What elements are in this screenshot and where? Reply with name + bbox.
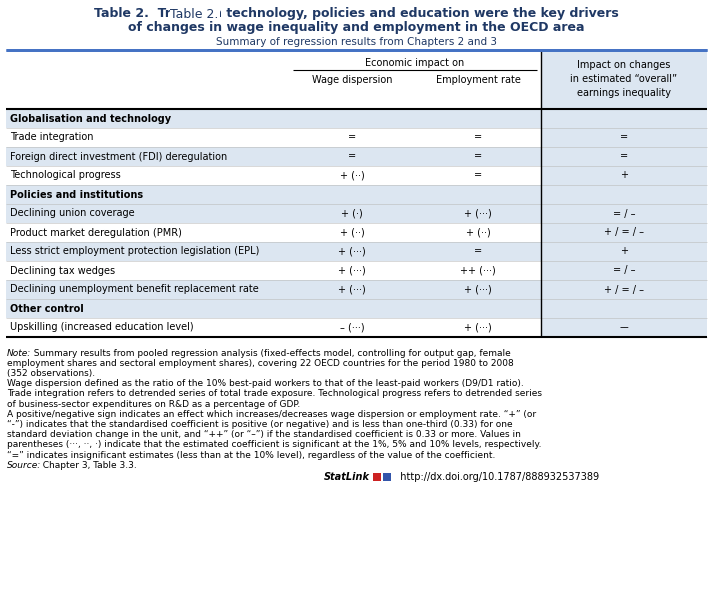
Text: + (···): + (···) (464, 323, 492, 333)
Bar (6, 128, 541, 147)
Text: + (···): + (···) (464, 285, 492, 294)
Text: Declining tax wedges: Declining tax wedges (10, 265, 115, 275)
Bar (541, 318, 707, 337)
Text: parentheses (···, ··, ·) indicate that the estimated coefficient is significant : parentheses (···, ··, ·) indicate that t… (7, 440, 541, 449)
Text: – (···): – (···) (339, 323, 364, 333)
Text: + (··): + (··) (339, 227, 364, 237)
Text: =: = (474, 246, 482, 256)
Bar (541, 242, 707, 261)
Text: =: = (620, 133, 628, 143)
Text: Employment rate: Employment rate (436, 75, 520, 85)
Text: + (···): + (···) (338, 265, 366, 275)
Bar (541, 204, 707, 223)
Bar (541, 128, 707, 147)
Text: employment shares and sectoral employment shares), covering 22 OECD countries fo: employment shares and sectoral employmen… (7, 359, 514, 368)
Text: Policies and institutions: Policies and institutions (10, 189, 143, 200)
Bar (6, 185, 541, 204)
Text: ––: –– (619, 323, 629, 333)
Text: +: + (620, 170, 628, 181)
Text: Impact on changes
in estimated “overall”
earnings inequality: Impact on changes in estimated “overall”… (570, 60, 677, 98)
Bar (6, 261, 541, 280)
Text: = / –: = / – (612, 265, 635, 275)
Text: Declining unemployment benefit replacement rate: Declining unemployment benefit replaceme… (10, 285, 259, 294)
Text: Less strict employment protection legislation (EPL): Less strict employment protection legisl… (10, 246, 260, 256)
Text: StatLink: StatLink (324, 472, 370, 482)
Text: http://dx.doi.org/10.1787/888932537389: http://dx.doi.org/10.1787/888932537389 (394, 472, 599, 482)
Text: + (·): + (·) (341, 208, 363, 218)
Text: =: = (620, 152, 628, 162)
Text: Note:: Note: (7, 349, 31, 358)
Bar (383, 472, 391, 481)
Text: + / = / –: + / = / – (604, 227, 644, 237)
Bar (6, 318, 541, 337)
Text: + (··): + (··) (339, 170, 364, 181)
Text: + (···): + (···) (464, 208, 492, 218)
Text: Summary of regression results from Chapters 2 and 3: Summary of regression results from Chapt… (216, 37, 497, 47)
Bar (6, 204, 541, 223)
Text: Trade integration: Trade integration (10, 133, 93, 143)
Text: Economic impact on: Economic impact on (365, 58, 465, 68)
Text: Declining union coverage: Declining union coverage (10, 208, 135, 218)
Bar (6, 280, 541, 299)
Text: = / –: = / – (612, 208, 635, 218)
Text: ++ (···): ++ (···) (460, 265, 496, 275)
Bar (6, 109, 541, 128)
Bar (6, 242, 541, 261)
Bar (541, 299, 707, 318)
Text: + (···): + (···) (338, 285, 366, 294)
Bar (541, 109, 707, 128)
Text: =: = (348, 133, 356, 143)
Text: + (···): + (···) (338, 246, 366, 256)
Text: Other control: Other control (10, 304, 83, 314)
Text: Source:: Source: (7, 461, 41, 470)
Text: Wage dispersion: Wage dispersion (312, 75, 392, 85)
Bar (541, 261, 707, 280)
Text: standard deviation change in the unit, and “++” (or “–”) if the standardised coe: standard deviation change in the unit, a… (7, 430, 521, 439)
Text: Foreign direct investment (FDI) deregulation: Foreign direct investment (FDI) deregula… (10, 152, 227, 162)
Text: Chapter 3, Table 3.3.: Chapter 3, Table 3.3. (37, 461, 137, 470)
Bar (541, 280, 707, 299)
Bar (6, 299, 541, 318)
Text: Upskilling (increased education level): Upskilling (increased education level) (10, 323, 194, 333)
Text: Table 2.  Trends in technology, policies and education were the key drivers: Table 2. Trends in technology, policies … (94, 8, 619, 21)
Text: (352 observations).: (352 observations). (7, 369, 95, 378)
Bar (541, 147, 707, 166)
Text: =: = (348, 152, 356, 162)
Text: “-”) indicates that the standardised coefficient is positive (or negative) and i: “-”) indicates that the standardised coe… (7, 420, 513, 429)
Text: of business-sector expenditures on R&D as a percentage of GDP.: of business-sector expenditures on R&D a… (7, 400, 300, 408)
Text: + / = / –: + / = / – (604, 285, 644, 294)
Text: of changes in wage inequality and employment in the OECD area: of changes in wage inequality and employ… (128, 21, 585, 34)
Text: A positive/negative sign indicates an effect which increases/decreases wage disp: A positive/negative sign indicates an ef… (7, 410, 536, 419)
Text: =: = (474, 170, 482, 181)
Text: =: = (474, 152, 482, 162)
Text: “=” indicates insignificant estimates (less than at the 10% level), regardless o: “=” indicates insignificant estimates (l… (7, 451, 496, 460)
Bar (6, 147, 541, 166)
Text: =: = (474, 133, 482, 143)
Text: + (··): + (··) (466, 227, 491, 237)
Text: Wage dispersion defined as the ratio of the 10% best-paid workers to that of the: Wage dispersion defined as the ratio of … (7, 379, 524, 388)
Bar (6, 166, 541, 185)
Text: Table 2.: Table 2. (170, 8, 219, 21)
Text: Globalisation and technology: Globalisation and technology (10, 114, 171, 124)
Text: Technological progress: Technological progress (10, 170, 120, 181)
Bar (541, 223, 707, 242)
Bar (541, 50, 707, 109)
Text: Summary results from pooled regression analysis (fixed-effects model, controllin: Summary results from pooled regression a… (29, 349, 511, 358)
Bar (541, 185, 707, 204)
Bar (541, 166, 707, 185)
Text: +: + (620, 246, 628, 256)
Text: Product market deregulation (PMR): Product market deregulation (PMR) (10, 227, 182, 237)
Bar (6, 223, 541, 242)
Text: Trade integration refers to detrended series of total trade exposure. Technologi: Trade integration refers to detrended se… (7, 390, 542, 398)
Bar (373, 472, 381, 481)
